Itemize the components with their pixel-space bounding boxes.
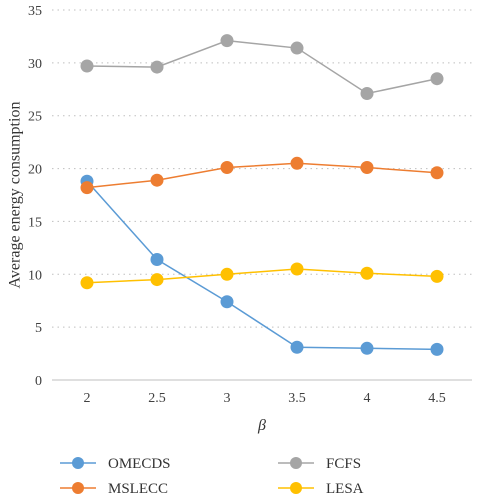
x-axis-ticks: 2 2.5 3 3.5 4 4.5 [84,391,446,406]
y-tick-label: 0 [35,374,42,389]
legend-item-omecds: OMECDS [60,456,171,472]
data-point [360,161,374,175]
y-tick-label: 20 [28,163,42,178]
data-point [290,262,304,276]
legend: OMECDS FCFS MSLECC LESA [60,456,364,497]
data-point [220,267,234,281]
y-tick-label: 25 [28,110,42,125]
data-point [430,166,444,180]
legend-marker [290,482,302,494]
x-tick-label: 2 [84,391,91,406]
data-point [430,269,444,283]
x-axis-title: β [257,417,266,434]
series-mslecc [80,156,444,195]
x-tick-label: 3 [224,391,231,406]
data-point [360,266,374,280]
x-tick-label: 4.5 [428,391,446,406]
series-fcfs [80,34,444,101]
data-point [150,173,164,187]
y-tick-label: 5 [35,321,42,336]
x-tick-label: 2.5 [148,391,166,406]
legend-marker [72,457,84,469]
data-point [220,161,234,175]
series-group [80,34,444,356]
y-axis-title: Average energy consumption [7,102,24,289]
data-point [220,295,234,309]
data-point [360,341,374,355]
legend-label: FCFS [326,456,361,472]
data-point [290,340,304,354]
y-tick-label: 35 [28,4,42,19]
x-tick-label: 4 [364,391,371,406]
data-point [290,156,304,170]
data-point [80,59,94,73]
data-point [220,34,234,48]
legend-label: MSLECC [108,481,168,497]
legend-item-fcfs: FCFS [278,456,361,472]
y-tick-label: 10 [28,268,42,283]
data-point [430,72,444,86]
data-point [360,87,374,101]
y-axis-ticks: 0 5 10 15 20 25 30 35 [28,4,42,389]
gridlines [52,9,472,328]
legend-item-mslecc: MSLECC [60,481,168,497]
data-point [80,276,94,290]
data-point [430,342,444,356]
legend-item-lesa: LESA [278,481,364,497]
legend-label: OMECDS [108,456,171,472]
data-point [150,273,164,287]
x-tick-label: 3.5 [288,391,306,406]
y-tick-label: 30 [28,57,42,72]
legend-label: LESA [326,481,364,497]
legend-marker [290,457,302,469]
series-line [86,39,438,95]
data-point [150,252,164,266]
legend-marker [72,482,84,494]
data-point [80,181,94,195]
series-line [86,162,438,189]
y-tick-label: 15 [28,215,42,230]
series-line [86,180,438,351]
series-line [86,268,438,284]
data-point [150,60,164,74]
data-point [290,41,304,55]
series-lesa [80,262,444,290]
series-omecds [80,174,444,356]
